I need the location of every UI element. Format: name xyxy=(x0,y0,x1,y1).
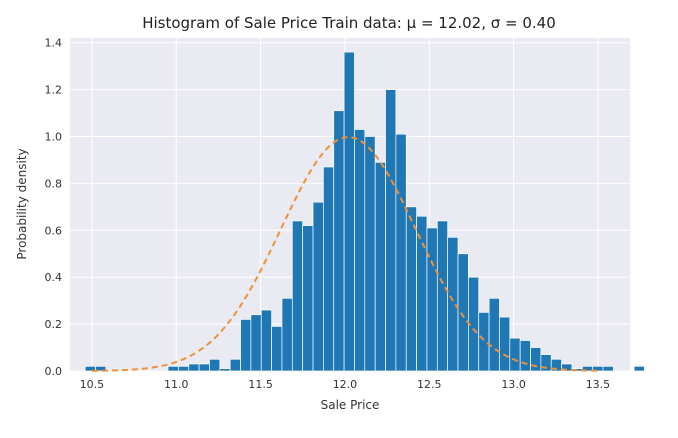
histogram-bar xyxy=(499,316,511,372)
histogram-bar xyxy=(633,365,645,372)
y-tick-label: 0.2 xyxy=(45,318,63,331)
histogram-bar xyxy=(188,363,200,372)
y-tick-label: 0.0 xyxy=(45,365,63,378)
x-tick-label: 12.0 xyxy=(333,378,358,391)
histogram-bar xyxy=(323,166,335,372)
y-tick-label: 1.4 xyxy=(45,37,63,50)
histogram-bar xyxy=(385,89,397,372)
histogram-bar xyxy=(312,201,324,372)
histogram-bar xyxy=(281,297,293,372)
histogram-bar xyxy=(602,365,614,372)
histogram-bars xyxy=(84,51,645,372)
histogram-bar xyxy=(488,297,500,372)
histogram-bar xyxy=(302,225,314,372)
histogram-bar xyxy=(519,340,531,372)
chart-title: Histogram of Sale Price Train data: μ = … xyxy=(142,14,556,32)
x-tick-labels: 10.5 11.0 11.5 12.0 12.5 13.0 13.5 xyxy=(80,378,611,391)
x-tick-label: 11.5 xyxy=(248,378,273,391)
histogram-bar xyxy=(178,365,190,372)
histogram-bar xyxy=(447,236,459,372)
histogram-bar xyxy=(271,326,283,372)
histogram-bar xyxy=(291,220,304,372)
histogram-bar xyxy=(364,136,376,372)
histogram-bar xyxy=(209,358,221,372)
histogram-bar xyxy=(333,110,345,372)
y-axis-label: Probability density xyxy=(15,148,29,259)
normal-fit-line xyxy=(91,136,598,372)
histogram-bar xyxy=(167,365,179,372)
x-tick-label: 13.5 xyxy=(586,378,611,391)
y-tick-label: 1.2 xyxy=(45,84,63,97)
histogram-bar xyxy=(198,363,210,372)
histogram-bar xyxy=(478,312,490,372)
histogram-bar xyxy=(530,347,542,372)
y-tick-labels: 0.0 0.2 0.4 0.6 0.8 1.0 1.2 1.4 xyxy=(45,37,63,378)
histogram-bar xyxy=(343,51,355,372)
histogram-bar xyxy=(426,227,438,372)
histogram-bar xyxy=(260,309,272,372)
histogram-bar xyxy=(416,215,428,372)
histogram-bar xyxy=(405,206,417,372)
histogram-bar xyxy=(561,363,573,372)
histogram-bar xyxy=(240,319,252,372)
y-tick-label: 0.4 xyxy=(45,271,63,284)
x-tick-label: 12.5 xyxy=(417,378,442,391)
histogram-bar xyxy=(509,337,521,372)
y-tick-label: 1.0 xyxy=(45,130,63,143)
histogram-bar xyxy=(436,220,449,372)
y-tick-label: 0.8 xyxy=(45,177,63,190)
x-axis-label: Sale Price xyxy=(321,398,380,412)
x-tick-label: 13.0 xyxy=(501,378,526,391)
histogram-bar xyxy=(457,253,469,372)
histogram-bar xyxy=(354,129,366,372)
histogram-bar xyxy=(250,314,262,372)
y-tick-label: 0.6 xyxy=(45,224,63,237)
histogram-bar xyxy=(229,358,241,372)
x-tick-label: 11.0 xyxy=(164,378,189,391)
histogram-bar xyxy=(95,365,107,372)
histogram-bar xyxy=(395,133,407,372)
histogram-bar xyxy=(374,161,386,372)
x-tick-label: 10.5 xyxy=(80,378,105,391)
histogram-bar xyxy=(219,368,231,372)
